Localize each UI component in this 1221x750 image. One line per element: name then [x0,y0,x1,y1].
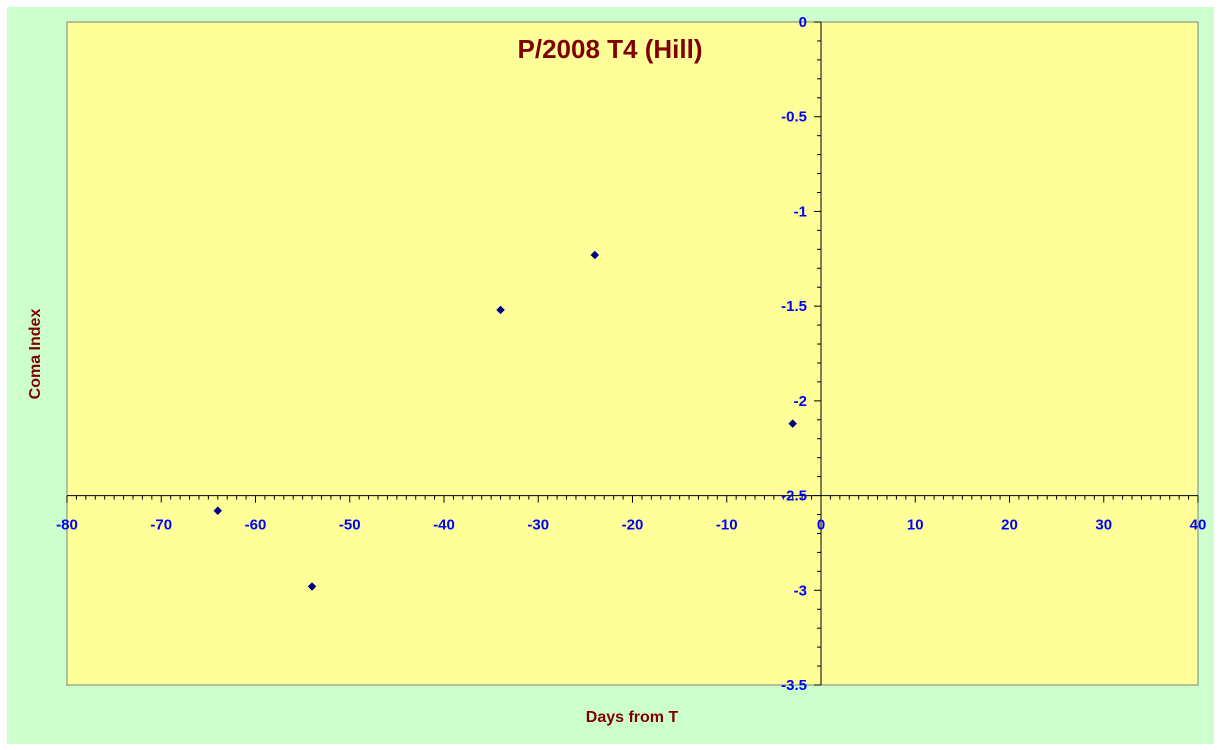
data-point [307,582,317,591]
x-tick-label: -60 [245,517,267,534]
x-tick-label: -10 [716,517,738,534]
chart-title: P/2008 T4 (Hill) [518,34,703,64]
y-tick-label: -2.5 [781,488,807,505]
y-tick-label: -3.5 [781,677,807,694]
x-tick-label: -50 [339,517,361,534]
data-point [496,305,505,315]
data-point [590,250,600,260]
data-points [213,250,798,591]
x-tick-label: 40 [1190,517,1207,534]
plot-area [66,21,1199,686]
x-tick-label: -40 [433,517,455,534]
y-tick-labels: 0 -0.5 -1 -1.5 -2 -2.5 -3 -3.5 [781,14,807,694]
data-point [213,506,223,516]
minor-ticks [66,21,1199,686]
y-tick-label: -1.5 [781,298,807,315]
x-tick-label: 0 [817,517,825,534]
x-tick-label: 10 [907,517,924,534]
y-axis-title: Coma Index [27,309,44,400]
x-tick-labels: -80 -70 -60 -50 -40 -30 -20 -10 0 10 20 30 40 [56,517,1206,534]
x-tick-label: 20 [1001,517,1018,534]
x-tick-label: 30 [1095,517,1112,534]
x-axis-title: Days from T [586,709,679,726]
x-tick-label: -70 [150,517,172,534]
x-tick-label: -80 [56,517,78,534]
y-tick-label: -0.5 [781,109,807,126]
y-tick-label: -1 [794,203,807,220]
y-tick-label: -2 [794,393,807,410]
x-tick-label: -20 [622,517,644,534]
axes [67,22,1198,685]
y-tick-label: -3 [794,582,807,599]
data-point [788,419,798,428]
y-tick-label: 0 [799,14,807,31]
x-tick-label: -30 [527,517,549,534]
